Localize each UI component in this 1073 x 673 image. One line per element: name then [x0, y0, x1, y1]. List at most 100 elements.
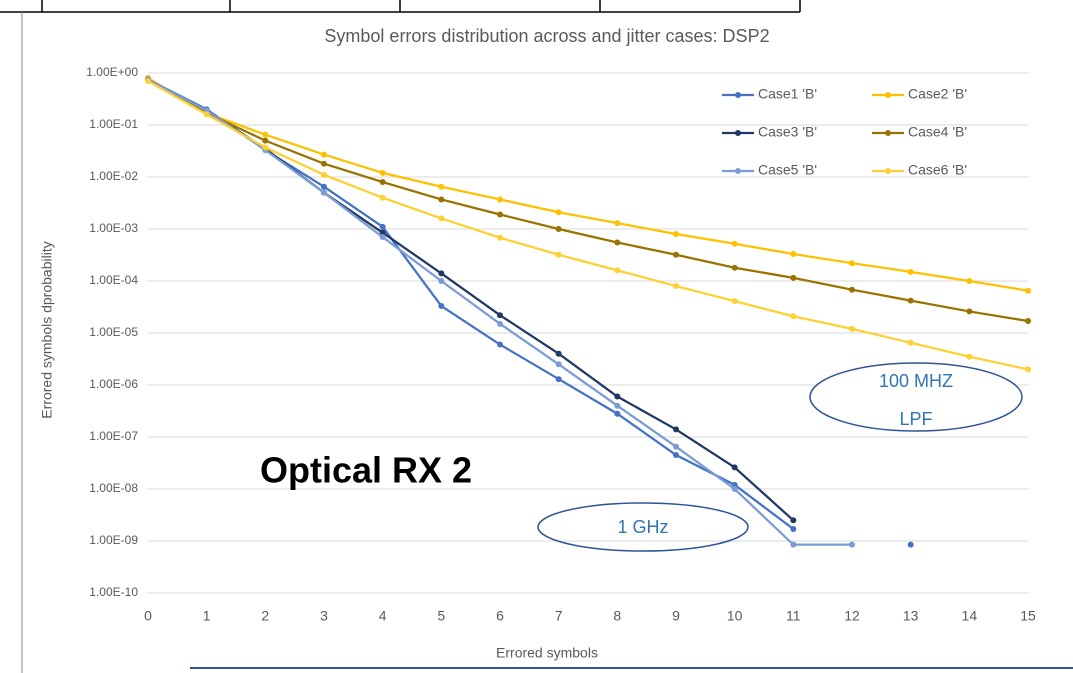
data-point — [555, 209, 562, 216]
x-tick-label: 8 — [613, 608, 621, 624]
data-point — [438, 303, 445, 310]
data-point — [673, 283, 679, 290]
legend-label: Case1 'B' — [758, 86, 817, 102]
data-point — [907, 268, 914, 275]
annotation: 1 GHz — [617, 517, 668, 537]
data-point — [731, 481, 738, 488]
data-point — [262, 131, 269, 138]
data-point — [907, 297, 914, 304]
legend-label: Case6 'B' — [908, 162, 967, 178]
data-point — [438, 183, 445, 190]
data-point — [321, 171, 327, 178]
data-point — [790, 274, 797, 281]
legend-marker — [885, 168, 891, 174]
data-point — [438, 215, 445, 222]
data-point — [790, 313, 797, 320]
y-tick-label: 1.00E-02 — [89, 169, 138, 183]
legend-label: Case4 'B' — [908, 124, 967, 140]
data-point — [907, 339, 914, 346]
series-line — [147, 78, 852, 546]
legend-label: Case3 'B' — [758, 124, 817, 140]
data-point — [262, 137, 269, 144]
x-tick-label: 6 — [496, 608, 504, 624]
annotation: Optical RX 2 — [260, 450, 472, 491]
x-tick-label: 14 — [962, 608, 978, 624]
legend-label: Case5 'B' — [758, 162, 817, 178]
data-point — [673, 426, 679, 433]
data-point — [790, 541, 797, 548]
data-point — [614, 220, 621, 227]
data-point — [321, 183, 327, 190]
data-point — [321, 151, 327, 158]
data-point — [790, 251, 797, 258]
series-line — [147, 77, 1029, 292]
data-point — [379, 229, 386, 236]
y-tick-label: 1.00E-10 — [89, 585, 138, 599]
data-point — [497, 211, 503, 218]
annotation-ellipse — [537, 502, 749, 552]
y-tick-label: 1.00E-03 — [89, 221, 138, 235]
legend-marker — [735, 168, 741, 174]
legend-marker — [885, 92, 891, 98]
data-point — [497, 234, 503, 241]
data-point — [379, 194, 386, 201]
data-point — [555, 376, 562, 383]
chart-title: Symbol errors distribution across and ji… — [324, 26, 769, 46]
data-point — [379, 169, 386, 176]
y-tick-label: 1.00E-04 — [89, 273, 138, 287]
data-point — [321, 189, 327, 196]
data-point — [262, 144, 269, 151]
data-point — [614, 239, 621, 246]
data-point — [497, 320, 503, 327]
data-point — [790, 517, 797, 524]
data-point — [1025, 318, 1031, 325]
data-point — [321, 160, 327, 167]
data-point — [673, 452, 679, 459]
data-point — [438, 196, 445, 203]
x-tick-label: 7 — [555, 608, 563, 624]
legend-marker — [735, 130, 741, 136]
data-point — [673, 443, 679, 450]
data-point — [614, 410, 621, 417]
data-point — [966, 278, 973, 284]
data-point — [145, 78, 151, 85]
legend-marker — [885, 130, 891, 136]
y-tick-label: 1.00E-05 — [89, 325, 138, 339]
data-point — [790, 526, 797, 533]
legend-marker — [735, 92, 741, 98]
y-tick-label: 1.00E-06 — [89, 377, 138, 391]
data-point — [731, 298, 738, 305]
data-point — [555, 361, 562, 368]
data-point — [497, 196, 503, 203]
series-line — [147, 78, 1029, 323]
x-tick-label: 12 — [844, 608, 860, 624]
x-tick-label: 15 — [1020, 608, 1036, 624]
data-point — [438, 278, 445, 284]
x-tick-label: 11 — [786, 608, 801, 624]
y-tick-label: 1.00E-01 — [89, 117, 138, 131]
data-point — [907, 541, 914, 548]
y-axis-label: Errored symbols dprobability — [39, 241, 55, 418]
y-tick-label: 1.00E-09 — [89, 533, 138, 547]
x-tick-label: 9 — [672, 608, 680, 624]
data-point — [673, 231, 679, 238]
data-point — [497, 312, 503, 319]
data-point — [379, 223, 386, 230]
data-point — [849, 325, 855, 332]
y-tick-label: 1.00E-07 — [89, 429, 138, 443]
x-tick-label: 4 — [379, 608, 387, 624]
x-tick-label: 2 — [261, 608, 269, 624]
x-tick-label: 0 — [144, 608, 152, 624]
data-point — [731, 486, 738, 492]
series-line — [147, 80, 1029, 371]
data-point — [849, 286, 855, 293]
data-point — [555, 251, 562, 258]
y-tick-label: 1.00E-08 — [89, 481, 138, 495]
data-point — [731, 240, 738, 247]
data-point — [379, 179, 386, 186]
data-point — [966, 353, 973, 360]
data-point — [614, 402, 621, 409]
data-point — [438, 270, 445, 277]
